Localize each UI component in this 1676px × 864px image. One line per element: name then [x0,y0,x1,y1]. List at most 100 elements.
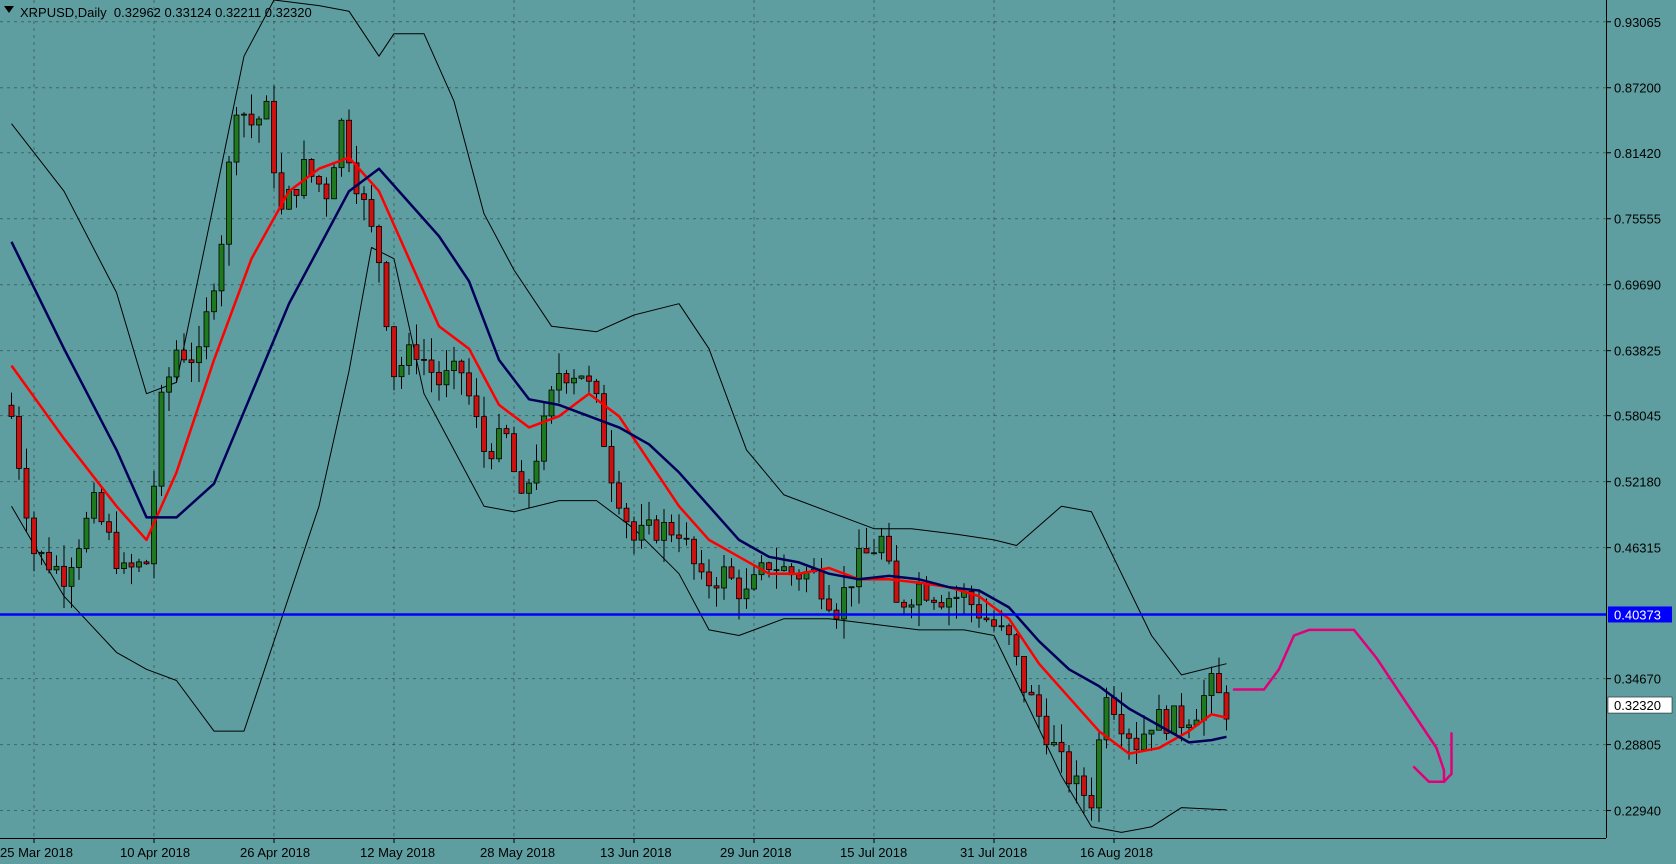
candle [1163,705,1170,741]
freehand-projection[interactable] [1232,628,1453,784]
candle-body-bear [563,373,570,384]
candle [541,402,547,471]
candle [563,369,570,394]
y-tick-label: 0.34670 [1614,672,1661,687]
candle [398,356,405,389]
candle [706,559,712,599]
candle [421,338,427,376]
price-axis: 0.93065 0.87200 0.81420 0.75555 0.69690 0.638… [1606,15,1673,819]
candle [578,375,585,380]
candle-body-bear [983,617,990,621]
candle [728,558,735,581]
candle-body-bear [706,571,712,587]
candle [743,568,750,609]
candle [1096,732,1102,823]
candle [308,158,315,183]
candle [241,112,247,138]
candle [76,539,82,580]
candle-body-bear [181,349,187,361]
candle [623,502,630,539]
candle-body-bull [1148,729,1155,735]
candle-body-bull [196,346,202,364]
candle-body-bear [473,395,480,418]
candle [901,599,907,615]
candle [211,283,217,320]
x-tick-label: 31 Jul 2018 [960,845,1027,860]
candle [586,365,592,394]
candle-body-bull [751,574,757,590]
candle-body-bull [53,565,60,571]
candle [391,326,397,391]
candle [646,501,652,535]
candle-body-bear [113,531,120,570]
candle [473,378,480,428]
candle-body-bull [533,460,540,484]
candle [1133,721,1140,764]
candle-body-bull [878,535,885,554]
candle-body-bear [376,225,382,264]
candle [181,333,187,363]
projection-hook[interactable] [1442,732,1453,784]
candle-body-bull [121,562,127,570]
candle-body-bear [923,583,930,601]
candle-body-bear [863,548,870,554]
candle [458,359,465,395]
candle-body-bull [91,492,97,519]
candle-body-bull [1208,673,1215,697]
time-axis: 25 Mar 2018 10 Apr 2018 26 Apr 2018 12 May … [0,838,1153,860]
candle-body-bear [466,372,472,397]
series-ma-fast [10,156,1227,755]
candle [233,107,240,176]
candle [113,511,120,574]
candle [616,470,622,515]
candle [16,406,22,480]
candle [23,448,30,532]
candle-body-bull [211,290,217,313]
moving-averages [10,156,1227,755]
candle-body-bear [818,568,825,600]
candle [338,118,345,177]
x-tick-label: 26 Apr 2018 [240,845,310,860]
candle-body-bear [691,538,697,565]
x-tick-label: 15 Jul 2018 [840,845,907,860]
candle [1066,744,1072,793]
candle-body-bull [638,524,645,541]
candle-body-bear [1028,691,1035,696]
candle [653,515,660,544]
candle-body-bull [571,377,577,384]
dropdown-triangle-icon[interactable] [4,6,14,13]
candle-body-bear [1058,741,1065,753]
candle [736,569,742,620]
candle-body-bear [143,561,150,565]
candle-body-bear [46,551,52,571]
projection-stroke[interactable] [1232,628,1446,784]
candle [503,424,510,439]
candle-body-bear [8,404,15,417]
candle [256,116,262,143]
candle [773,547,780,589]
candle [518,460,525,495]
candle-body-bull [541,415,547,462]
candle-body-bull [83,517,90,550]
candle-body-bear [901,601,907,608]
candle-body-bull [743,588,750,600]
candle-body-bear [1013,634,1020,657]
candle-body-bear [248,113,255,126]
candle [413,324,420,375]
y-tick-label: 0.63825 [1614,344,1661,359]
candle [713,577,720,607]
candle [1178,693,1185,742]
candle-body-bull [331,167,337,200]
candle [1171,705,1177,734]
candle-body-bear [353,162,360,195]
candle [53,555,60,574]
candle-body-bear [1178,705,1185,728]
series-ma-slow [10,167,1227,744]
candle-body-bull [871,552,877,555]
candle [196,325,202,383]
candle [953,585,960,619]
candle [406,332,412,375]
candle [496,413,502,463]
candle [61,545,67,609]
candle [451,346,457,390]
